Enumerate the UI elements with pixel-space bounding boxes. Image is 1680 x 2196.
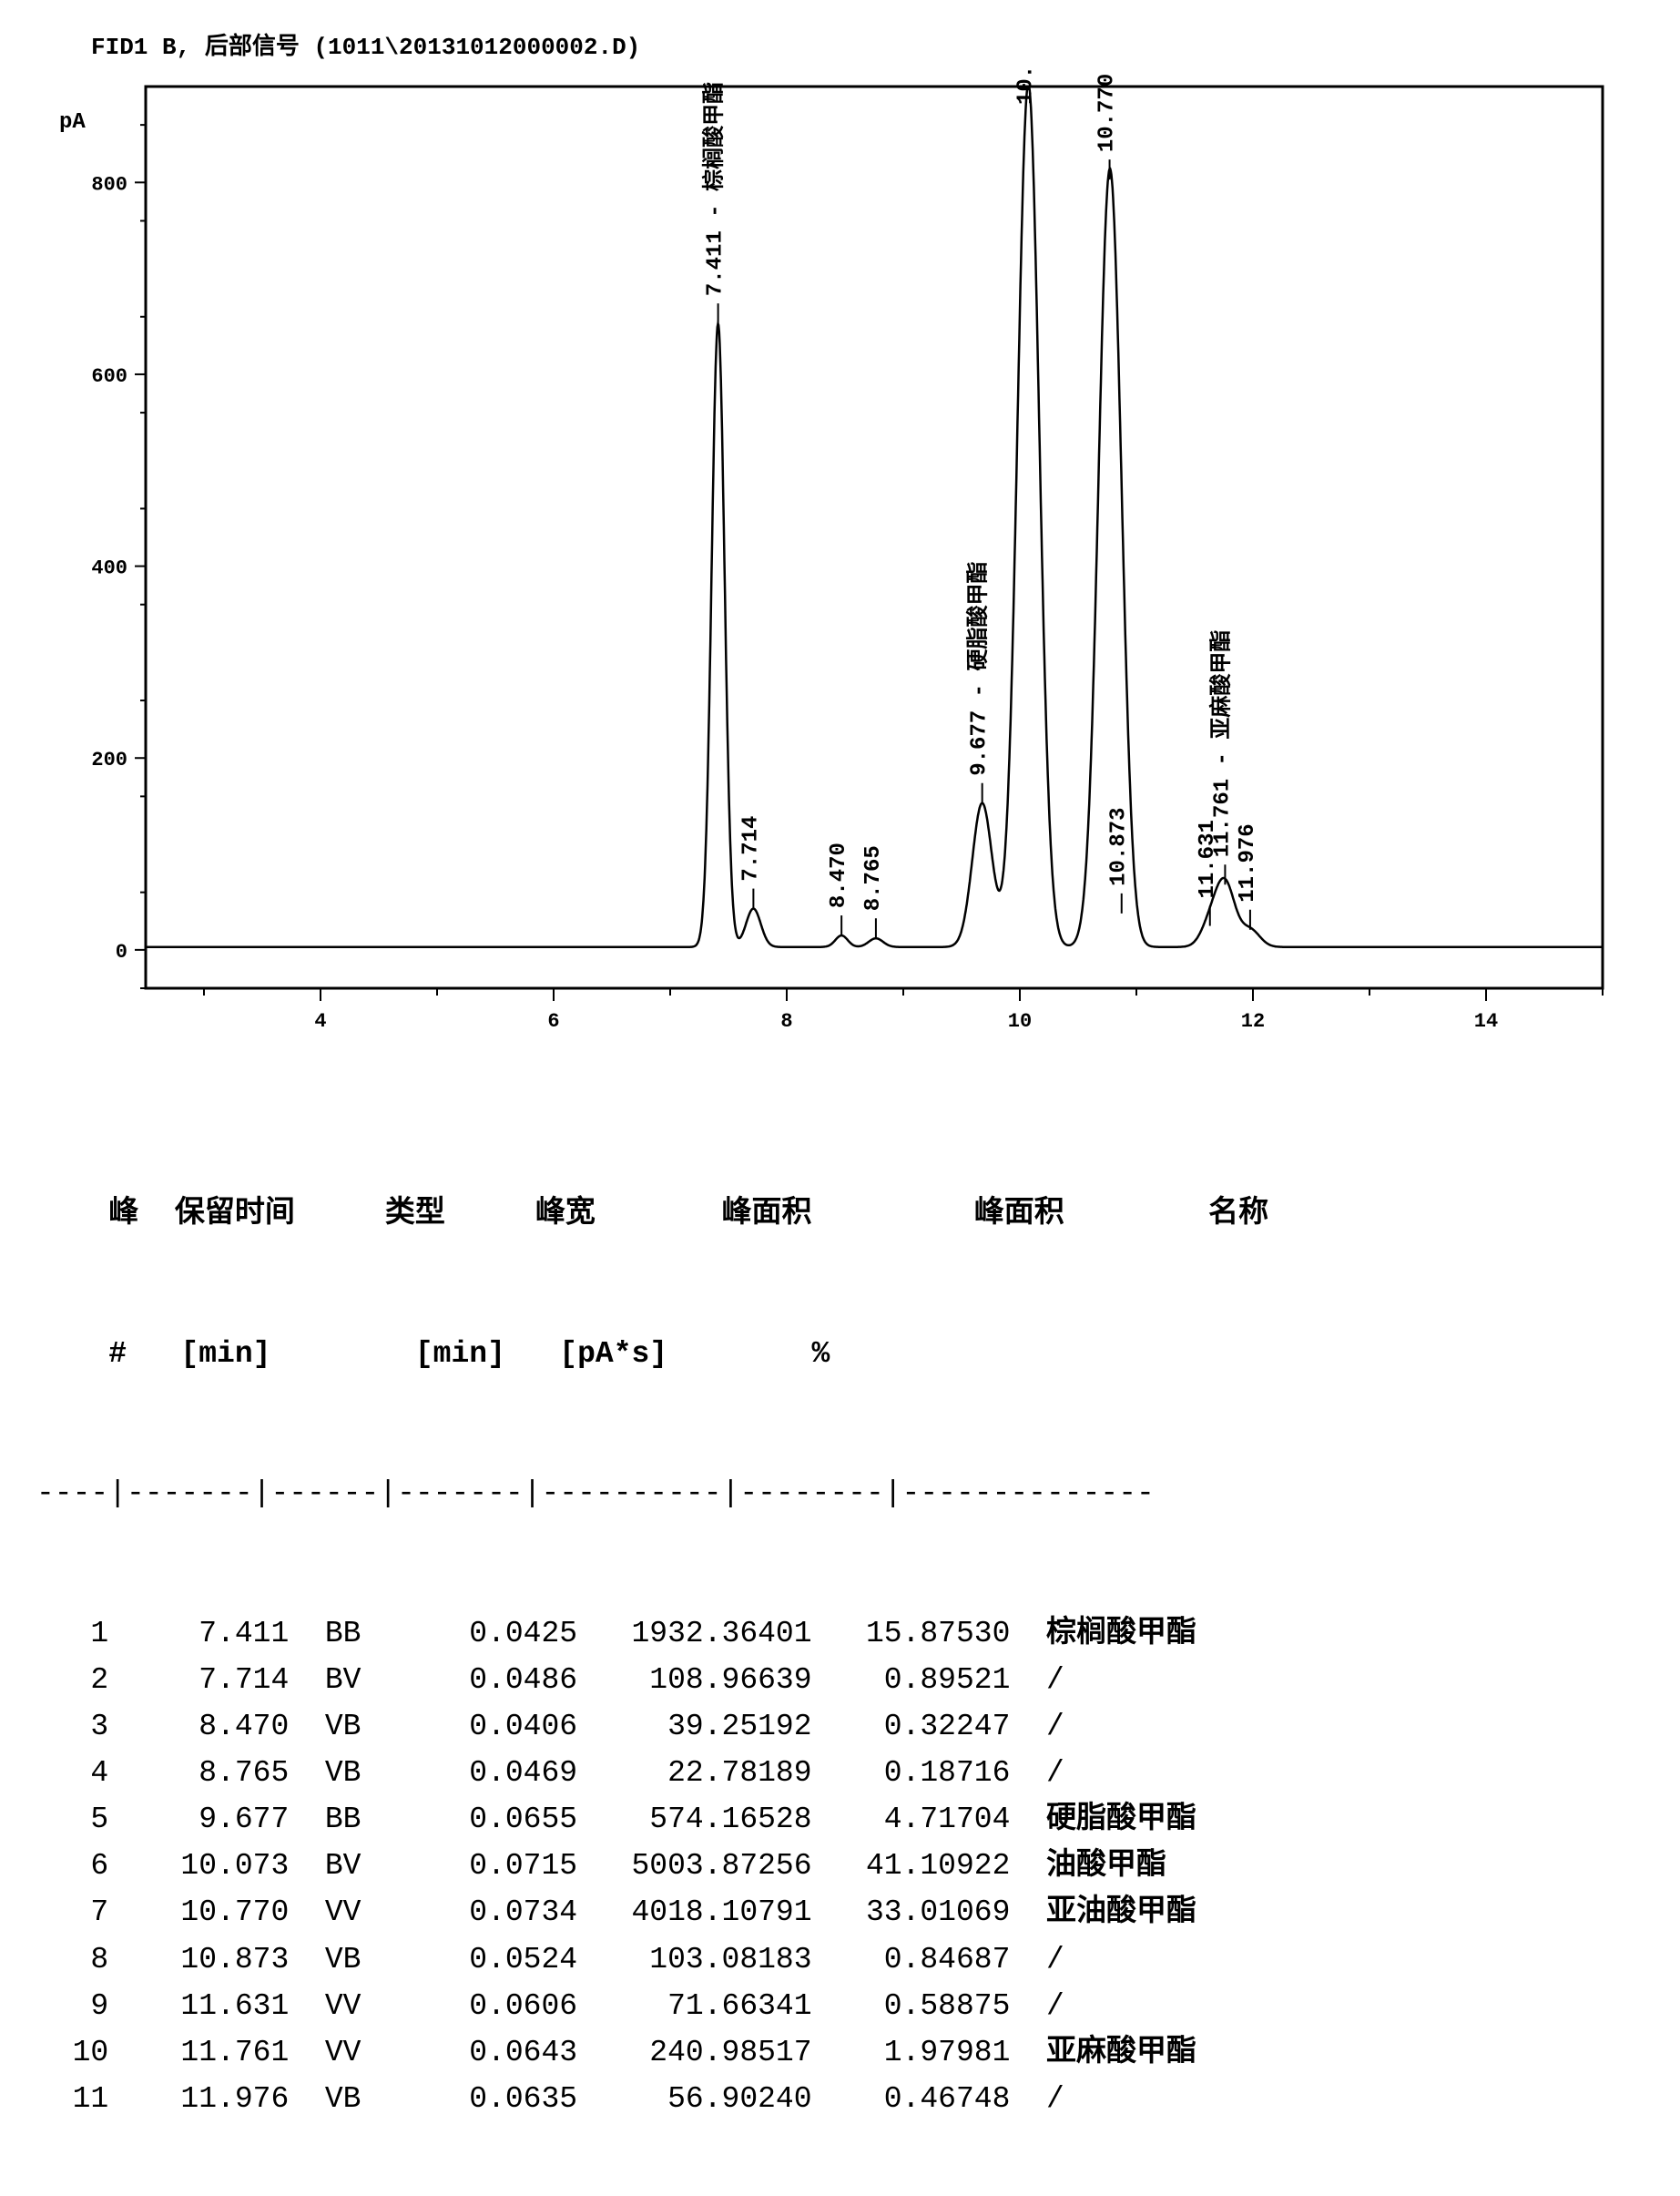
x-tick-label: 12	[1241, 1010, 1265, 1033]
compound-name: 亚麻酸甲酯	[1046, 2036, 1196, 2069]
table-row-values: 10 11.761 VV 0.0643 240.98517 1.97981	[36, 2036, 1046, 2069]
table-row: 11 11.976 VB 0.0635 56.90240 0.46748 /	[36, 2076, 1644, 2122]
table-row: 1 7.411 BB 0.0425 1932.36401 15.87530 棕榈…	[36, 1610, 1644, 1657]
table-row: 5 9.677 BB 0.0655 574.16528 4.71704 硬脂酸甲…	[36, 1796, 1644, 1843]
table-row-values: 8 10.873 VB 0.0524 103.08183 0.84687	[36, 1943, 1046, 1976]
table-row-values: 6 10.073 BV 0.0715 5003.87256 41.10922	[36, 1849, 1046, 1883]
compound-name: 亚油酸甲酯	[1046, 1895, 1196, 1929]
compound-name: /	[1046, 1710, 1064, 1743]
table-row-values: 5 9.677 BB 0.0655 574.16528 4.71704	[36, 1803, 1046, 1836]
table-row-values: 7 10.770 VV 0.0734 4018.10791 33.01069	[36, 1895, 1046, 1929]
table-row-values: 9 11.631 VV 0.0606 71.66341 0.58875	[36, 1989, 1046, 2023]
peak-label: 7.714	[738, 816, 763, 882]
x-tick-label: 8	[780, 1010, 792, 1033]
table-divider: ----|-------|------|-------|----------|-…	[36, 1470, 1644, 1517]
chromatogram-svg: pA 0 200 400 600 800 4 6 8 10 12 14 7.411 - 棕榈酸甲酯 7.7…	[36, 68, 1639, 1070]
chromatogram-trace	[146, 87, 1602, 947]
y-tick-label: 400	[91, 557, 127, 580]
y-tick-label: 600	[91, 365, 127, 388]
y-axis-unit: pA	[59, 110, 86, 135]
x-tick-label: 10	[1008, 1010, 1032, 1033]
chart-title: FID1 B, 后部信号 (1011\20131012000002.D)	[91, 27, 1644, 61]
table-row: 4 8.765 VB 0.0469 22.78189 0.18716 /	[36, 1750, 1644, 1796]
table-row: 10 11.761 VV 0.0643 240.98517 1.97981 亚麻…	[36, 2029, 1644, 2076]
table-row: 2 7.714 BV 0.0486 108.96639 0.89521 /	[36, 1657, 1644, 1703]
chromatogram-container: pA 0 200 400 600 800 4 6 8 10 12 14 7.411 - 棕榈酸甲酯 7.7…	[36, 68, 1644, 1070]
peak-label: 8.470	[827, 843, 851, 908]
table-row-values: 4 8.765 VB 0.0469 22.78189 0.18716	[36, 1756, 1046, 1790]
table-header-2: # [min] [min] [pA*s] %	[36, 1331, 1644, 1377]
table-row: 7 10.770 VV 0.0734 4018.10791 33.01069 亚…	[36, 1889, 1644, 1936]
table-row: 8 10.873 VB 0.0524 103.08183 0.84687 /	[36, 1936, 1644, 1983]
compound-name: /	[1046, 1663, 1064, 1697]
y-tick-label: 200	[91, 749, 127, 771]
table-row: 6 10.073 BV 0.0715 5003.87256 41.10922 油…	[36, 1843, 1644, 1889]
compound-name: /	[1046, 2082, 1064, 2116]
peak-label: 7.411 - 棕榈酸甲酯	[701, 82, 728, 296]
table-row-values: 11 11.976 VB 0.0635 56.90240 0.46748	[36, 2082, 1046, 2116]
table-body: 1 7.411 BB 0.0425 1932.36401 15.87530 棕榈…	[36, 1610, 1644, 2123]
x-tick-label: 6	[547, 1010, 559, 1033]
table-row-values: 3 8.470 VB 0.0406 39.25192 0.32247	[36, 1710, 1046, 1743]
y-tick-label: 0	[116, 941, 127, 964]
peak-label: 10.073 - 油酸甲酯	[1012, 68, 1038, 105]
compound-name: 油酸甲酯	[1046, 1849, 1166, 1883]
table-row-values: 1 7.411 BB 0.0425 1932.36401 15.87530	[36, 1617, 1046, 1650]
table-row-values: 2 7.714 BV 0.0486 108.96639 0.89521	[36, 1663, 1046, 1697]
x-tick-label: 4	[314, 1010, 326, 1033]
table-row: 9 11.631 VV 0.0606 71.66341 0.58875 /	[36, 1983, 1644, 2029]
x-tick-label: 14	[1474, 1010, 1498, 1033]
compound-name: /	[1046, 1989, 1064, 2023]
compound-name: /	[1046, 1943, 1064, 1976]
compound-name: 硬脂酸甲酯	[1046, 1803, 1196, 1836]
compound-name: 棕榈酸甲酯	[1046, 1617, 1196, 1650]
peak-label: 10.770 - 亚油酸甲酯	[1094, 68, 1120, 152]
table-header-1: 峰 保留时间 类型 峰宽 峰面积 峰面积 名称	[36, 1190, 1644, 1237]
peak-label: 8.765	[861, 845, 886, 911]
peak-label: 11.761 - 亚麻酸甲酯	[1207, 630, 1235, 858]
peak-table: 峰 保留时间 类型 峰宽 峰面积 峰面积 名称 # [min] [min] [p…	[36, 1098, 1644, 2169]
peak-label: 10.873	[1107, 807, 1132, 885]
y-tick-label: 800	[91, 173, 127, 196]
table-row: 3 8.470 VB 0.0406 39.25192 0.32247 /	[36, 1703, 1644, 1750]
peak-label: 9.677 - 硬脂酸甲酯	[966, 562, 993, 776]
peak-label: 11.976	[1236, 823, 1260, 902]
compound-name: /	[1046, 1756, 1064, 1790]
